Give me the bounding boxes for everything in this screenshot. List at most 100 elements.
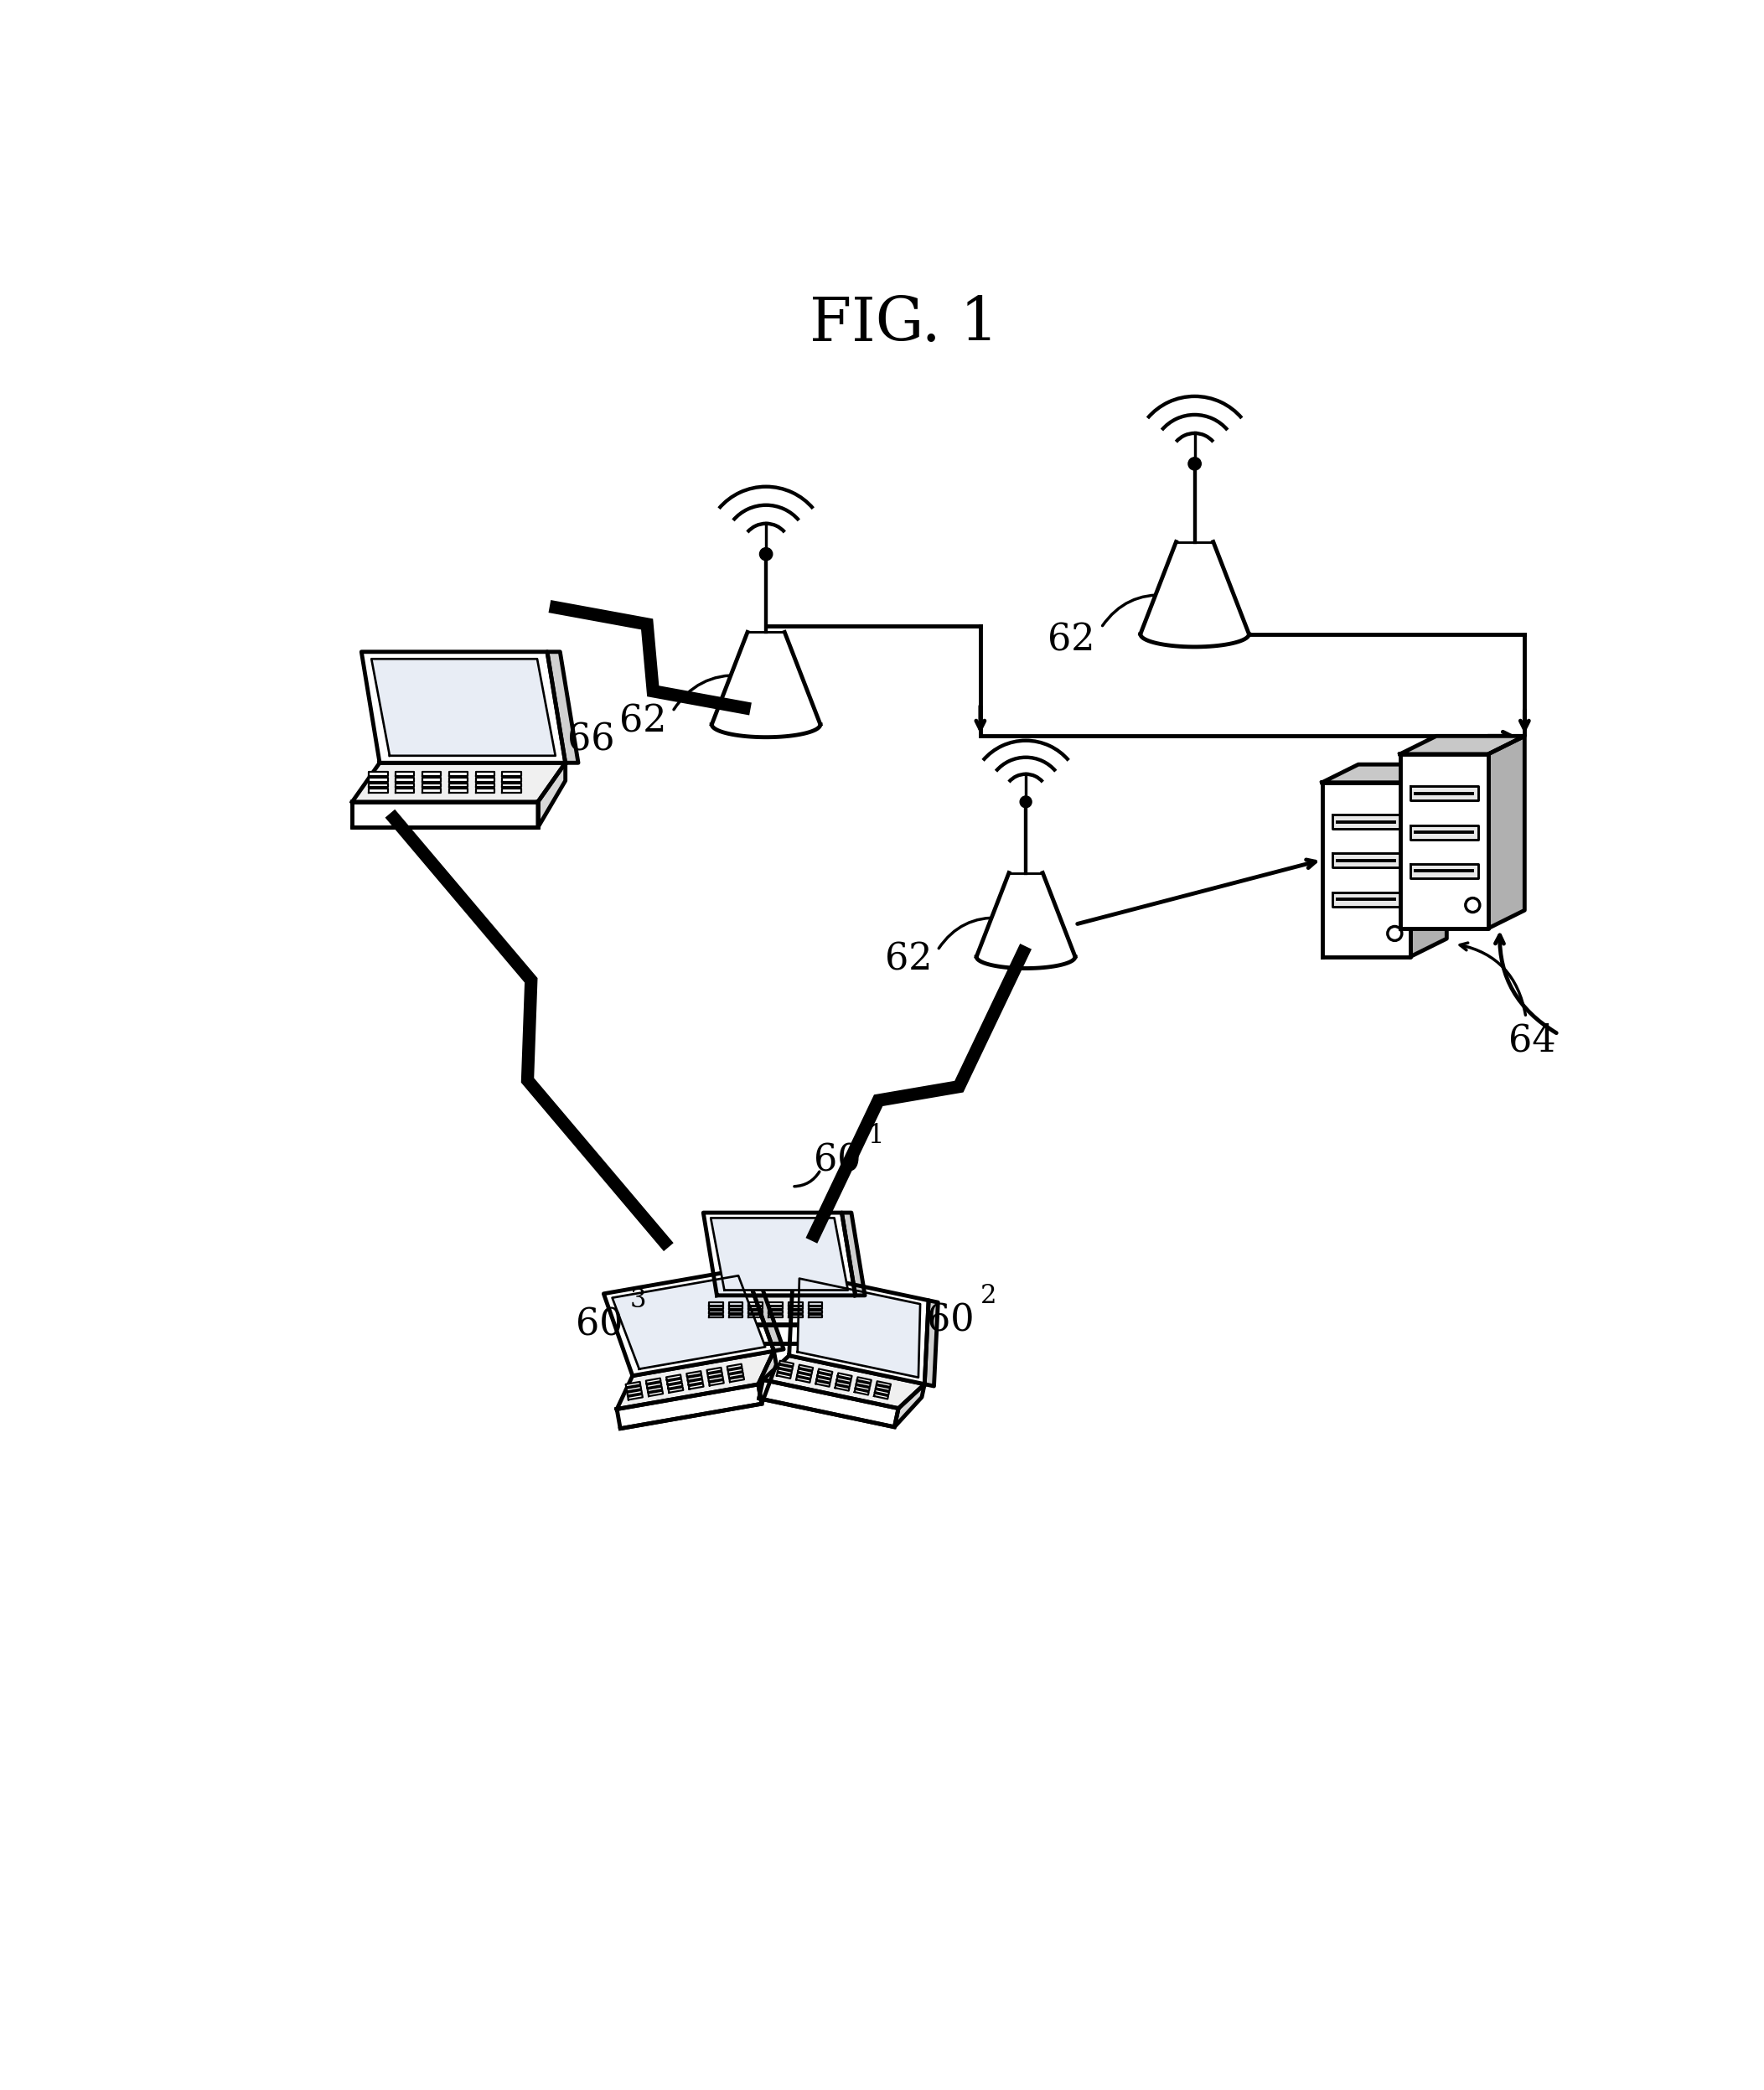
Polygon shape: [834, 1386, 848, 1390]
Polygon shape: [776, 1373, 790, 1379]
Polygon shape: [875, 1390, 889, 1394]
Text: 60: 60: [813, 1143, 861, 1179]
Text: 66: 66: [566, 721, 614, 759]
Polygon shape: [1140, 541, 1249, 633]
Polygon shape: [707, 1367, 721, 1373]
Polygon shape: [808, 1306, 822, 1308]
Polygon shape: [789, 1310, 803, 1313]
Polygon shape: [395, 788, 415, 792]
Polygon shape: [769, 1306, 783, 1308]
Polygon shape: [769, 1310, 783, 1313]
Polygon shape: [769, 1302, 783, 1306]
Polygon shape: [617, 1384, 762, 1430]
Polygon shape: [769, 1315, 783, 1317]
Polygon shape: [836, 1377, 850, 1384]
Text: 64: 64: [1508, 1022, 1556, 1060]
Polygon shape: [612, 1275, 766, 1369]
Text: 60: 60: [926, 1302, 974, 1340]
Polygon shape: [603, 1269, 774, 1375]
Text: 3: 3: [630, 1287, 646, 1313]
Polygon shape: [1409, 765, 1446, 957]
Polygon shape: [1332, 853, 1401, 867]
Polygon shape: [729, 1373, 743, 1377]
Text: 60: 60: [577, 1306, 623, 1342]
Polygon shape: [395, 771, 415, 775]
Polygon shape: [797, 1279, 921, 1377]
Polygon shape: [818, 1369, 833, 1375]
Polygon shape: [1489, 736, 1524, 928]
Polygon shape: [476, 771, 494, 775]
Polygon shape: [711, 1218, 848, 1290]
Polygon shape: [369, 771, 388, 775]
Polygon shape: [789, 1306, 803, 1308]
Polygon shape: [709, 1315, 723, 1317]
Polygon shape: [808, 1310, 822, 1313]
Polygon shape: [709, 1375, 723, 1381]
Polygon shape: [815, 1381, 829, 1386]
Polygon shape: [841, 1212, 864, 1296]
Polygon shape: [538, 763, 566, 828]
Polygon shape: [748, 1302, 762, 1306]
Circle shape: [1189, 458, 1201, 470]
Text: 2: 2: [981, 1283, 997, 1308]
Polygon shape: [1332, 815, 1401, 830]
Polygon shape: [476, 788, 494, 792]
Polygon shape: [808, 1315, 822, 1317]
Polygon shape: [372, 658, 556, 757]
Polygon shape: [395, 777, 415, 782]
Polygon shape: [729, 1302, 743, 1306]
Polygon shape: [626, 1386, 640, 1392]
Polygon shape: [744, 1267, 783, 1350]
Polygon shape: [476, 784, 494, 788]
Polygon shape: [647, 1386, 662, 1392]
Polygon shape: [780, 1361, 794, 1367]
Polygon shape: [1401, 754, 1489, 928]
Polygon shape: [547, 652, 579, 763]
Polygon shape: [797, 1373, 811, 1379]
Polygon shape: [503, 788, 520, 792]
Polygon shape: [646, 1377, 662, 1384]
Polygon shape: [628, 1390, 642, 1396]
Polygon shape: [797, 1369, 811, 1375]
Polygon shape: [422, 788, 441, 792]
Polygon shape: [711, 631, 820, 725]
Polygon shape: [977, 957, 1076, 968]
Polygon shape: [759, 1379, 898, 1427]
Polygon shape: [748, 1310, 762, 1313]
Polygon shape: [729, 1369, 743, 1373]
Polygon shape: [422, 784, 441, 788]
Polygon shape: [697, 1325, 834, 1344]
Polygon shape: [422, 777, 441, 782]
Polygon shape: [369, 777, 388, 782]
Polygon shape: [856, 1381, 870, 1388]
Polygon shape: [789, 1273, 928, 1384]
Polygon shape: [729, 1377, 744, 1381]
Polygon shape: [450, 784, 467, 788]
Polygon shape: [748, 1315, 762, 1317]
Polygon shape: [748, 1306, 762, 1308]
Polygon shape: [1321, 782, 1409, 957]
Polygon shape: [796, 1377, 810, 1384]
Polygon shape: [924, 1300, 938, 1386]
Polygon shape: [686, 1371, 702, 1377]
Polygon shape: [1401, 736, 1524, 754]
Text: 62: 62: [619, 704, 667, 740]
Polygon shape: [709, 1302, 723, 1306]
Polygon shape: [353, 763, 566, 803]
Polygon shape: [873, 1394, 889, 1398]
Polygon shape: [709, 1310, 723, 1313]
Polygon shape: [854, 1390, 868, 1394]
Polygon shape: [1140, 633, 1249, 648]
Polygon shape: [617, 1350, 774, 1409]
Polygon shape: [875, 1386, 889, 1392]
Polygon shape: [834, 1296, 856, 1344]
Polygon shape: [709, 1379, 723, 1386]
Polygon shape: [704, 1212, 856, 1296]
Polygon shape: [1409, 786, 1478, 800]
Polygon shape: [877, 1381, 891, 1388]
Polygon shape: [450, 771, 467, 775]
Polygon shape: [667, 1379, 681, 1384]
Polygon shape: [711, 725, 820, 738]
Polygon shape: [707, 1371, 721, 1377]
Polygon shape: [626, 1381, 640, 1388]
